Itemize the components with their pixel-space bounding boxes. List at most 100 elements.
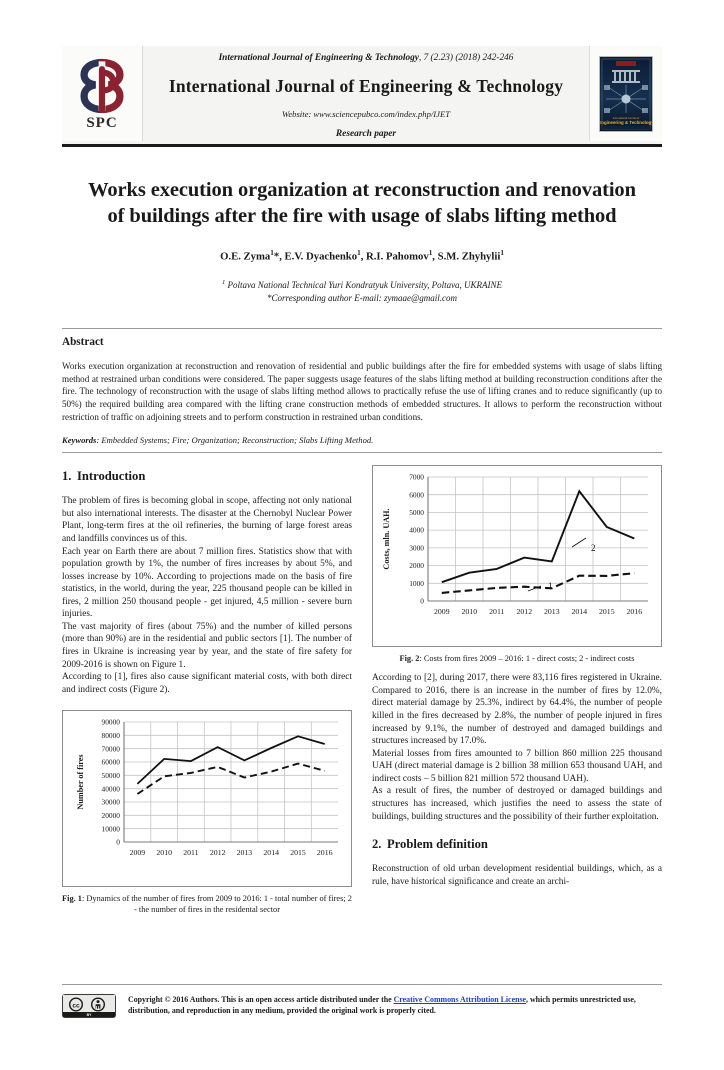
figure-1-caption-label: Fig. 1 <box>62 894 82 904</box>
figure-1-frame: 90000 80000 70000 60000 50000 40000 3000… <box>62 710 352 888</box>
right-paragraph-3: As a result of fires, the number of dest… <box>372 786 662 822</box>
figure-2-annotation-2: 2 <box>591 543 596 553</box>
title-block: Works execution organization at reconstr… <box>62 177 662 305</box>
section-number: 1. <box>62 469 72 484</box>
journal-citation-italic: International Journal of Engineering & T… <box>218 53 419 63</box>
svg-text:Engineering & Technology: Engineering & Technology <box>599 120 653 125</box>
figure-1-y-tick-labels: 90000 80000 70000 60000 50000 40000 3000… <box>102 718 121 847</box>
author-affil-marker: 1 <box>428 249 433 258</box>
figure-1-series-residential <box>136 762 325 796</box>
figure-2-series-indirect <box>441 489 635 584</box>
figure-1-chart: 90000 80000 70000 60000 50000 40000 3000… <box>76 718 338 857</box>
intro-paragraph-4: According to [1], fires also cause signi… <box>62 672 352 695</box>
journal-cover-thumbnail: International Journal of Engineering & T… <box>589 46 662 141</box>
paper-page: SPC International Journal of Engineering… <box>0 46 724 1070</box>
right-paragraph-1: According to [2], during 2017, there wer… <box>372 673 662 747</box>
svg-text:2012: 2012 <box>210 848 226 857</box>
corresponding-author-email: *Corresponding author E-mail: zymaae@gma… <box>267 293 457 304</box>
footer-rule <box>62 984 662 985</box>
affiliation-marker: 1 <box>221 279 226 287</box>
abstract-section: Abstract Works execution organization at… <box>62 328 662 454</box>
intro-paragraph-2: Each year on Earth there are about 7 mil… <box>62 546 352 620</box>
svg-text:2012: 2012 <box>517 607 533 616</box>
figure-2-caption: Fig. 2: Costs from fires 2009 – 2016: 1 … <box>372 653 662 664</box>
affiliation-block: 1 Poltava National Technical Yuri Kondra… <box>62 278 662 305</box>
svg-text:50000: 50000 <box>102 771 121 780</box>
spc-logo-icon <box>80 58 124 113</box>
figure-2-y-axis-label: Costs, mln. UAH. <box>382 509 391 570</box>
affiliation-text: Poltava National Technical Yuri Kondraty… <box>227 280 503 291</box>
section-number: 2. <box>372 837 382 852</box>
page-footer: cc BY Copyright © 2016 Authors. This is … <box>62 984 662 1018</box>
svg-text:International Journal of: International Journal of <box>613 116 640 120</box>
svg-text:30000: 30000 <box>102 798 121 807</box>
svg-text:2011: 2011 <box>489 607 504 616</box>
svg-text:2000: 2000 <box>409 561 424 570</box>
author-affil-marker: 1 <box>500 249 504 258</box>
svg-text:2011: 2011 <box>183 848 198 857</box>
svg-text:0: 0 <box>420 597 424 606</box>
svg-text:3000: 3000 <box>409 544 424 553</box>
figure-2-chart: 1 2 7000 6000 5000 4000 3000 2000 1000 <box>382 473 648 616</box>
keywords-value: : Embedded Systems; Fire; Organization; … <box>96 435 374 446</box>
svg-text:2010: 2010 <box>156 848 172 857</box>
copyright-text-before: Copyright © 2016 Authors. This is an ope… <box>128 995 394 1004</box>
journal-citation-issue: , 7 (2.23) (2018) 242-246 <box>418 53 514 63</box>
journal-cover-image: International Journal of Engineering & T… <box>599 55 653 132</box>
svg-text:2009: 2009 <box>130 848 146 857</box>
problem-definition-paragraph-1: Reconstruction of old urban development … <box>372 864 662 887</box>
figure-2-annotations: 1 2 <box>527 537 596 592</box>
figure-2: 1 2 7000 6000 5000 4000 3000 2000 1000 <box>372 465 662 664</box>
svg-text:2013: 2013 <box>237 848 253 857</box>
right-paragraph-2: Material losses from fires amounted to 7… <box>372 748 662 784</box>
page-title: Works execution organization at reconstr… <box>62 177 662 229</box>
author-affil-marker: 1 <box>357 249 361 258</box>
figure-2-gridlines <box>428 476 648 602</box>
author-list: O.E. Zyma1*, E.V. Dyachenko1, R.I. Pahom… <box>220 249 504 264</box>
journal-website: Website: www.sciencepubco.com/index.php/… <box>281 109 450 120</box>
abstract-top-rule <box>62 328 662 330</box>
creative-commons-license-link[interactable]: Creative Commons Attribution License <box>393 995 527 1004</box>
journal-masthead: SPC International Journal of Engineering… <box>62 46 662 147</box>
intro-paragraph-1: The problem of fires is becoming global … <box>62 496 352 544</box>
paper-title-line1: Works execution organization at reconstr… <box>88 179 636 201</box>
figure-2-frame: 1 2 7000 6000 5000 4000 3000 2000 1000 <box>372 465 662 648</box>
svg-text:80000: 80000 <box>102 731 121 740</box>
paper-title-line2: of buildings after the fire with usage o… <box>107 205 617 228</box>
figure-1-y-axis-label: Number of fires <box>76 755 85 810</box>
keywords-label: Keywords <box>62 435 97 446</box>
svg-text:2015: 2015 <box>599 607 615 616</box>
svg-text:1000: 1000 <box>409 579 424 588</box>
section-title: Introduction <box>77 469 146 484</box>
creative-commons-badge-icon: cc BY <box>62 994 116 1018</box>
svg-text:2013: 2013 <box>544 607 560 616</box>
journal-citation: International Journal of Engineering & T… <box>149 53 583 64</box>
section-title: Problem definition <box>387 837 488 852</box>
figure-2-x-tick-labels: 2009 2010 2011 2012 2013 2014 2015 2016 <box>434 607 642 616</box>
svg-text:70000: 70000 <box>102 745 121 754</box>
figure-2-y-tick-labels: 7000 6000 5000 4000 3000 2000 1000 0 <box>409 473 424 606</box>
author-affil-marker: 1 <box>270 249 274 258</box>
figure-2-caption-text: : Costs from fires 2009 – 2016: 1 - dire… <box>419 654 635 664</box>
svg-text:cc: cc <box>72 1003 80 1010</box>
svg-text:20000: 20000 <box>102 811 121 820</box>
abstract-heading: Abstract <box>62 336 104 349</box>
keywords-line: Keywords: Embedded Systems; Fire; Organi… <box>62 435 662 445</box>
intro-paragraph-3: The vast majority of fires (about 75%) a… <box>62 621 352 670</box>
section-heading-problem-definition: 2. Problem definition <box>372 837 662 852</box>
svg-text:40000: 40000 <box>102 785 121 794</box>
svg-text:60000: 60000 <box>102 758 121 767</box>
body-columns: 1. Introduction The problem of fires is b… <box>62 465 662 915</box>
svg-text:10000: 10000 <box>102 825 121 834</box>
svg-text:6000: 6000 <box>409 491 424 500</box>
svg-text:2016: 2016 <box>317 848 333 857</box>
left-column: 1. Introduction The problem of fires is b… <box>62 465 352 915</box>
journal-title: International Journal of Engineering & T… <box>168 76 564 97</box>
figure-2-caption-label: Fig. 2 <box>399 654 420 664</box>
figure-1-caption: Fig. 1: Dynamics of the number of fires … <box>62 893 352 915</box>
publisher-logo-text: SPC <box>86 114 118 131</box>
figure-1-series-total <box>136 735 325 785</box>
svg-text:4000: 4000 <box>409 526 424 535</box>
figure-1-x-tick-labels: 2009 2010 2011 2012 2013 2014 2015 2016 <box>130 848 333 857</box>
paper-type-label: Research paper <box>335 129 397 140</box>
